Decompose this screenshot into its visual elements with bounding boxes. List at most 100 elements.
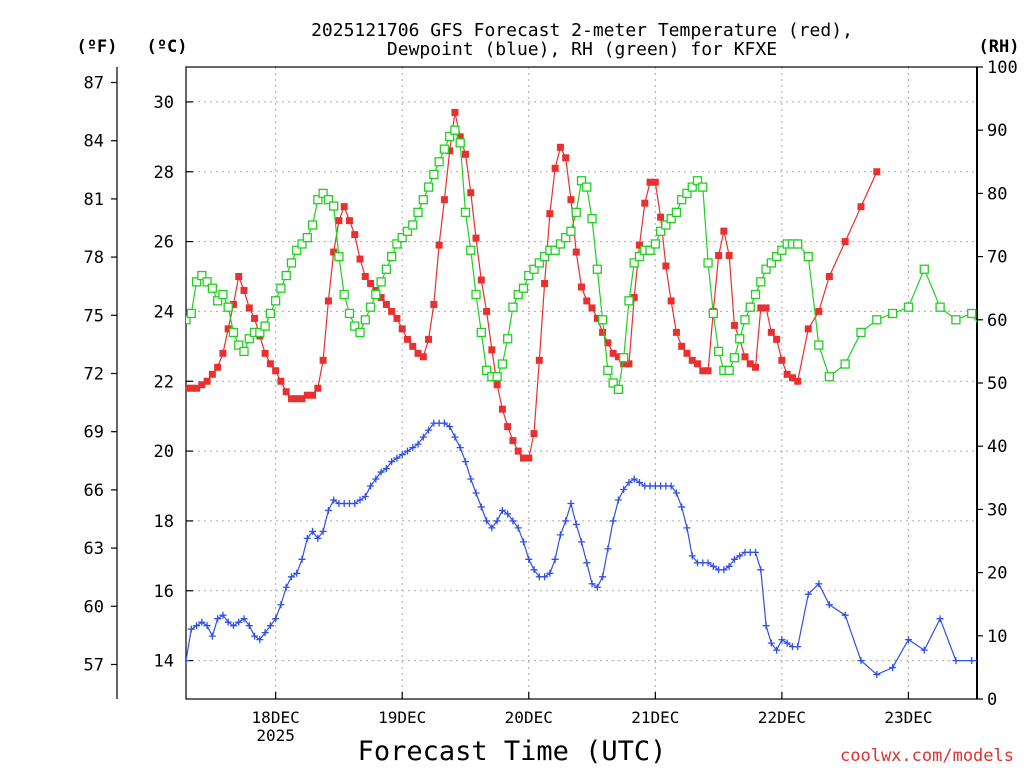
temperature-point [245, 304, 253, 312]
rh-point [334, 251, 344, 262]
dewpoint-point [562, 517, 570, 525]
x-tick-label: 21DEC [631, 708, 679, 727]
x-tick-sublabel: 2025 [256, 726, 295, 745]
dewpoint-point [773, 646, 781, 654]
series-rh [186, 125, 1007, 394]
temperature-point [498, 405, 506, 413]
temperature-point [593, 314, 601, 322]
temperature-point [435, 241, 443, 249]
dewpoint-point [382, 465, 390, 473]
rh-point [603, 365, 613, 376]
dewpoint-point [889, 664, 897, 672]
rh-point [661, 220, 671, 230]
temperature-point [430, 300, 438, 308]
rh-point [397, 232, 407, 243]
dewpoint-point [767, 639, 775, 647]
rh-point [666, 214, 676, 224]
rh-tick-label: 0 [987, 690, 997, 710]
dewpoint-point [451, 433, 459, 441]
temperature-point [186, 384, 190, 392]
rh-point [381, 264, 392, 274]
fahrenheit-tick-label: 69 [84, 423, 104, 443]
dewpoint-point [873, 671, 881, 679]
dewpoint-point [251, 632, 259, 640]
celsius-tick-label: 22 [154, 372, 174, 392]
temperature-point [456, 133, 464, 141]
fahrenheit-tick-label: 87 [84, 74, 104, 94]
dewpoint-point [625, 479, 633, 487]
rh-point [840, 359, 850, 369]
rh-point [872, 315, 882, 325]
chart-title-line1: 2025121706 GFS Forecast 2-meter Temperat… [311, 20, 853, 41]
temperature-point [314, 384, 322, 392]
rh-point [777, 245, 787, 255]
temperature-point [741, 353, 749, 361]
rh-point [999, 341, 1007, 349]
rh-point [814, 340, 824, 350]
rh-point [587, 214, 597, 224]
dewpoint-point [509, 517, 517, 525]
dewpoint-point [240, 615, 248, 623]
temperature-point [614, 353, 622, 361]
temperature-point [282, 388, 290, 396]
dewpoint-point [440, 419, 448, 427]
temperature-point [340, 203, 348, 211]
dewpoint-point [525, 555, 533, 563]
rh-point [634, 251, 645, 262]
dewpoint-point [588, 580, 596, 588]
rh-point [265, 308, 276, 319]
temperature-point [198, 381, 206, 389]
dewpoint-point [725, 562, 733, 570]
rh-point [713, 346, 724, 357]
rh-point [935, 302, 945, 312]
temperature-point [746, 360, 754, 368]
rh-point [186, 308, 196, 319]
temperature-point [762, 304, 770, 312]
temperature-point [704, 367, 712, 375]
dewpoint-point [351, 499, 359, 507]
temperature-point [493, 381, 501, 389]
dewpoint-point [936, 615, 944, 623]
rh-tick-label: 30 [987, 500, 1007, 520]
celsius-tick-label: 30 [154, 93, 174, 113]
temperature-point [467, 189, 475, 197]
temperature-point [451, 108, 459, 116]
rh-point [323, 195, 334, 205]
rh-point [392, 239, 402, 249]
temperature-point [203, 377, 211, 385]
rh-point [423, 182, 434, 192]
temperature-point [588, 304, 596, 312]
rh-point [360, 315, 370, 325]
rh-point [455, 138, 465, 148]
rh-point [703, 258, 713, 268]
rh-point [629, 258, 639, 268]
dewpoint-point [208, 632, 216, 640]
rh-point [766, 258, 776, 268]
x-tick-label: 23DEC [884, 708, 932, 727]
temperature-point [562, 154, 570, 162]
dewpoint-point [630, 475, 638, 483]
temperature-point [825, 273, 833, 281]
temperature-point [546, 210, 554, 218]
temperature-point [319, 356, 327, 364]
rh-tick-label: 10 [987, 627, 1007, 647]
dewpoint-point [229, 622, 237, 630]
temperature-point [266, 360, 274, 368]
rh-tick-label: 50 [987, 374, 1007, 394]
dewpoint-point [578, 538, 585, 546]
temperature-point [187, 384, 195, 392]
celsius-axis: 14 16 18 20 22 24 26 28 30 [154, 93, 193, 672]
rh-point [771, 251, 782, 262]
fahrenheit-tick-label: 57 [84, 655, 104, 675]
dewpoint-point [261, 629, 269, 637]
celsius-tick-label: 20 [154, 442, 174, 462]
rh-point [967, 308, 977, 319]
temperature-point [219, 349, 227, 357]
temperature-point [604, 339, 612, 347]
rh-point [186, 315, 191, 325]
temperature-point [556, 143, 564, 151]
temperature-point [636, 241, 644, 249]
credit-text: coolwx.com/models [840, 746, 1014, 766]
dewpoint-point [483, 517, 491, 525]
dewpoint-point [952, 657, 960, 665]
